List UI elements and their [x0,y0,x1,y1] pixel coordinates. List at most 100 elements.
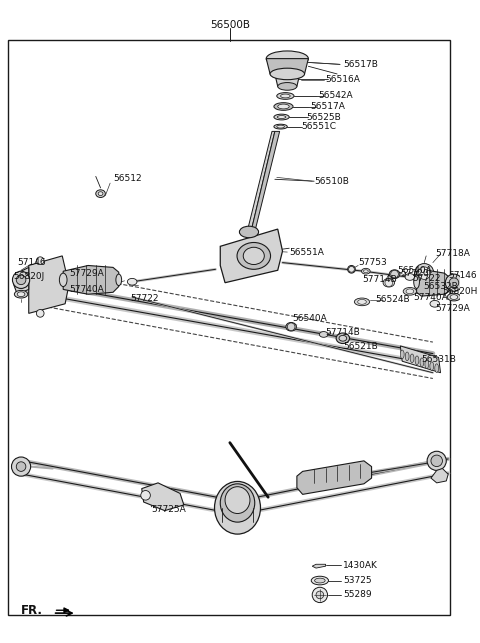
Ellipse shape [274,103,293,111]
Circle shape [348,266,354,272]
Ellipse shape [237,242,271,269]
Ellipse shape [339,336,347,341]
Text: 56525B: 56525B [306,113,341,122]
Ellipse shape [277,116,286,118]
Ellipse shape [406,289,414,294]
Ellipse shape [278,82,297,90]
Text: 57722: 57722 [412,275,440,284]
Text: 56551A: 56551A [289,248,324,257]
Circle shape [16,275,26,285]
Circle shape [36,257,44,264]
Ellipse shape [348,266,355,273]
Polygon shape [297,461,372,494]
Circle shape [36,309,44,317]
Ellipse shape [403,287,417,295]
Ellipse shape [274,124,288,129]
Text: 57729A: 57729A [435,304,469,313]
Ellipse shape [383,278,395,287]
Text: 57753: 57753 [358,258,387,267]
Ellipse shape [430,300,440,307]
Polygon shape [431,469,448,483]
Ellipse shape [425,360,429,368]
Text: 56540A: 56540A [397,266,432,275]
Circle shape [312,587,327,602]
Ellipse shape [363,270,368,273]
Text: 56500B: 56500B [210,20,250,30]
Ellipse shape [450,294,458,300]
Text: 56512: 56512 [113,174,142,183]
Ellipse shape [410,354,414,363]
Text: 57729A: 57729A [69,269,104,278]
Text: 56517B: 56517B [343,60,378,69]
Text: 57714B: 57714B [362,275,397,284]
Circle shape [445,274,463,291]
Ellipse shape [277,125,285,128]
Ellipse shape [60,273,67,287]
Ellipse shape [281,94,290,98]
Ellipse shape [215,482,261,534]
Ellipse shape [418,267,431,279]
Text: FR.: FR. [21,604,43,617]
Text: 56820H: 56820H [443,287,478,296]
Polygon shape [220,229,283,283]
Text: 57720: 57720 [400,269,429,278]
Ellipse shape [98,192,103,195]
Ellipse shape [277,93,294,99]
Ellipse shape [266,51,308,66]
Text: 57146: 57146 [17,258,46,267]
Text: 56524B: 56524B [375,295,410,304]
Text: 56540A: 56540A [292,314,327,323]
Circle shape [449,278,459,287]
Text: 56521B: 56521B [343,342,378,351]
Ellipse shape [336,333,349,343]
Circle shape [288,323,295,331]
Text: 56820J: 56820J [13,273,45,282]
Circle shape [12,271,30,289]
Ellipse shape [240,226,259,238]
Polygon shape [251,131,280,232]
Text: 56542A: 56542A [318,91,353,100]
Polygon shape [142,483,184,511]
Ellipse shape [274,114,289,120]
Text: 57740A: 57740A [414,293,448,302]
Ellipse shape [220,484,255,522]
Circle shape [141,491,150,500]
Ellipse shape [354,298,370,305]
Ellipse shape [311,576,328,585]
Ellipse shape [314,578,325,583]
Polygon shape [275,74,300,86]
Circle shape [316,591,324,599]
Ellipse shape [116,274,121,285]
Ellipse shape [278,104,289,109]
Ellipse shape [400,350,404,359]
Circle shape [12,457,31,476]
Ellipse shape [447,293,461,301]
Text: 56517A: 56517A [310,102,345,111]
Ellipse shape [415,356,419,365]
Polygon shape [29,256,69,313]
Text: 1430AK: 1430AK [343,561,378,570]
Ellipse shape [243,248,264,264]
Text: 56510B: 56510B [314,177,349,186]
Text: 56551C: 56551C [301,122,336,131]
Text: 56516A: 56516A [325,75,360,84]
Ellipse shape [127,278,137,285]
Text: 55289: 55289 [343,590,372,599]
Circle shape [427,451,446,471]
Ellipse shape [14,291,28,298]
Circle shape [385,279,393,287]
Polygon shape [417,269,450,296]
Text: 57718A: 57718A [436,249,470,258]
Text: 57740A: 57740A [69,285,104,294]
Ellipse shape [358,300,366,304]
Circle shape [391,270,398,278]
Ellipse shape [389,270,400,278]
Ellipse shape [405,352,409,361]
Text: 56532B: 56532B [423,282,458,291]
Polygon shape [247,131,275,232]
Circle shape [16,462,26,471]
Ellipse shape [96,190,105,197]
Ellipse shape [420,358,424,367]
Text: 57722: 57722 [130,294,159,303]
Ellipse shape [270,68,304,80]
